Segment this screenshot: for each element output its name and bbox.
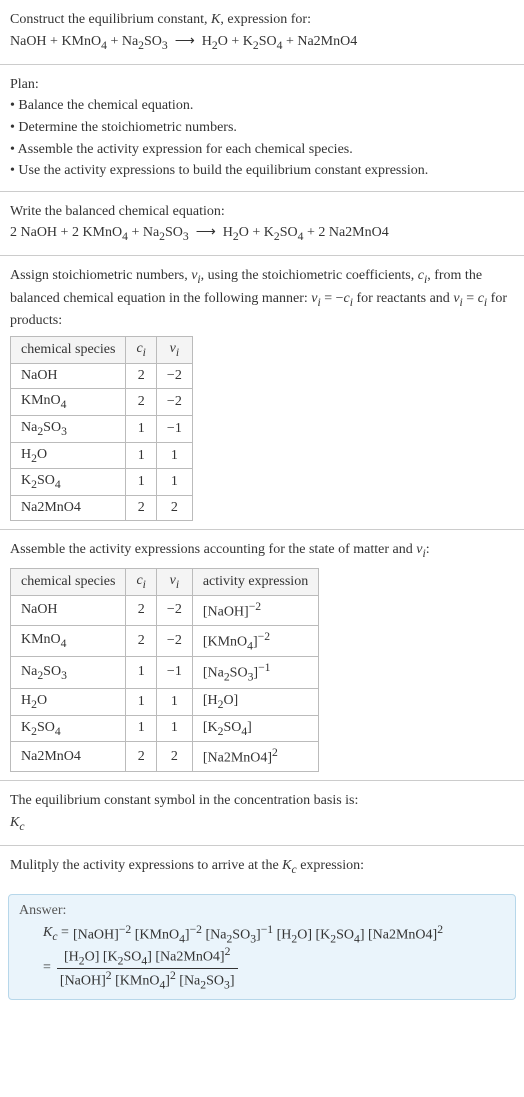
cell-c: 1: [126, 469, 156, 496]
table-row: H2O11: [11, 442, 193, 469]
answer-eq: =: [43, 960, 51, 976]
plan-item: • Use the activity expressions to build …: [10, 161, 514, 181]
col-v: νi: [156, 569, 192, 596]
cell-v: −1: [156, 415, 192, 442]
cell-v: −2: [156, 389, 192, 416]
cell-c: 1: [126, 657, 156, 688]
cell-species: K2SO4: [11, 715, 126, 742]
intro-K: K: [211, 12, 220, 27]
symbol-line1: The equilibrium constant symbol in the c…: [10, 791, 514, 811]
stoich-table: chemical species ci νi NaOH2−2KMnO42−2Na…: [10, 336, 193, 521]
cell-v: −2: [156, 625, 192, 656]
intro-section: Construct the equilibrium constant, K, e…: [0, 0, 524, 65]
balanced-reaction: 2 NaOH + 2 KMnO4 + Na2SO3 ⟶ H2O + K2SO4 …: [10, 223, 514, 245]
cell-species: KMnO4: [11, 625, 126, 656]
answer-title: Answer:: [19, 903, 505, 919]
cell-expr: [Na2MnO4]2: [192, 742, 318, 772]
col-expr: activity expression: [192, 569, 318, 596]
cell-c: 1: [126, 688, 156, 715]
table-row: NaOH2−2: [11, 364, 193, 389]
cell-species: KMnO4: [11, 389, 126, 416]
table-row: KMnO42−2[KMnO4]−2: [11, 625, 319, 656]
col-c: ci: [126, 569, 156, 596]
answer-box: Answer: Kc = [NaOH]−2 [KMnO4]−2 [Na2SO3]…: [8, 894, 516, 1000]
answer-lhs: Kc =: [43, 925, 69, 943]
cell-c: 1: [126, 415, 156, 442]
intro-reaction: NaOH + KMnO4 + Na2SO3 ⟶ H2O + K2SO4 + Na…: [10, 32, 514, 54]
plan-item: • Determine the stoichiometric numbers.: [10, 118, 514, 138]
symbol-kc: Kc: [10, 813, 514, 835]
cell-v: −2: [156, 596, 192, 626]
stoich-text: Assign stoichiometric numbers, νi, using…: [10, 266, 514, 330]
intro-line: Construct the equilibrium constant, K, e…: [10, 10, 514, 30]
answer-line1: Kc = [NaOH]−2 [KMnO4]−2 [Na2SO3]−1 [H2O]…: [43, 923, 505, 945]
balanced-section: Write the balanced chemical equation: 2 …: [0, 192, 524, 257]
activity-table: chemical species ci νi activity expressi…: [10, 568, 319, 772]
cell-c: 2: [126, 496, 156, 521]
cell-c: 1: [126, 442, 156, 469]
answer-numerator: [H2O] [K2SO4] [Na2MnO4]2: [57, 945, 238, 968]
table-row: K2SO411[K2SO4]: [11, 715, 319, 742]
cell-c: 2: [126, 364, 156, 389]
cell-c: 2: [126, 742, 156, 772]
col-species: chemical species: [11, 337, 126, 364]
col-c: ci: [126, 337, 156, 364]
cell-v: −1: [156, 657, 192, 688]
cell-v: 2: [156, 742, 192, 772]
multiply-section: Mulitply the activity expressions to arr…: [0, 846, 524, 888]
cell-c: 2: [126, 389, 156, 416]
table-header-row: chemical species ci νi: [11, 337, 193, 364]
col-species: chemical species: [11, 569, 126, 596]
balanced-title: Write the balanced chemical equation:: [10, 202, 514, 222]
plan-section: Plan: • Balance the chemical equation. •…: [0, 65, 524, 192]
cell-expr: [K2SO4]: [192, 715, 318, 742]
col-v: νi: [156, 337, 192, 364]
table-row: K2SO411: [11, 469, 193, 496]
cell-v: 1: [156, 715, 192, 742]
cell-v: 1: [156, 442, 192, 469]
cell-c: 2: [126, 625, 156, 656]
multiply-text: Mulitply the activity expressions to arr…: [10, 856, 514, 878]
symbol-section: The equilibrium constant symbol in the c…: [0, 781, 524, 846]
cell-species: H2O: [11, 442, 126, 469]
cell-species: NaOH: [11, 596, 126, 626]
answer-denominator: [NaOH]2 [KMnO4]2 [Na2SO3]: [57, 969, 238, 991]
cell-expr: [H2O]: [192, 688, 318, 715]
plan-item: • Assemble the activity expression for e…: [10, 140, 514, 160]
cell-species: Na2SO3: [11, 415, 126, 442]
cell-expr: [NaOH]−2: [192, 596, 318, 626]
answer-fraction: [H2O] [K2SO4] [Na2MnO4]2 [NaOH]2 [KMnO4]…: [57, 945, 238, 991]
intro-post: , expression for:: [220, 12, 311, 27]
table-row: KMnO42−2: [11, 389, 193, 416]
cell-species: NaOH: [11, 364, 126, 389]
cell-v: 1: [156, 469, 192, 496]
cell-v: 1: [156, 688, 192, 715]
table-row: Na2SO31−1: [11, 415, 193, 442]
answer-flat: [NaOH]−2 [KMnO4]−2 [Na2SO3]−1 [H2O] [K2S…: [73, 923, 443, 945]
cell-species: Na2SO3: [11, 657, 126, 688]
cell-species: Na2MnO4: [11, 742, 126, 772]
cell-v: 2: [156, 496, 192, 521]
table-row: Na2MnO422[Na2MnO4]2: [11, 742, 319, 772]
cell-species: H2O: [11, 688, 126, 715]
cell-expr: [KMnO4]−2: [192, 625, 318, 656]
plan-item: • Balance the chemical equation.: [10, 96, 514, 116]
table-header-row: chemical species ci νi activity expressi…: [11, 569, 319, 596]
plan-title: Plan:: [10, 75, 514, 95]
activity-section: Assemble the activity expressions accoun…: [0, 530, 524, 781]
cell-c: 2: [126, 596, 156, 626]
table-row: NaOH2−2[NaOH]−2: [11, 596, 319, 626]
answer-line2: = [H2O] [K2SO4] [Na2MnO4]2 [NaOH]2 [KMnO…: [43, 945, 505, 991]
cell-species: Na2MnO4: [11, 496, 126, 521]
cell-c: 1: [126, 715, 156, 742]
intro-pre: Construct the equilibrium constant,: [10, 12, 211, 27]
table-row: Na2MnO422: [11, 496, 193, 521]
cell-expr: [Na2SO3]−1: [192, 657, 318, 688]
cell-species: K2SO4: [11, 469, 126, 496]
table-row: Na2SO31−1[Na2SO3]−1: [11, 657, 319, 688]
table-row: H2O11[H2O]: [11, 688, 319, 715]
cell-v: −2: [156, 364, 192, 389]
activity-text: Assemble the activity expressions accoun…: [10, 540, 514, 562]
stoich-section: Assign stoichiometric numbers, νi, using…: [0, 256, 524, 530]
